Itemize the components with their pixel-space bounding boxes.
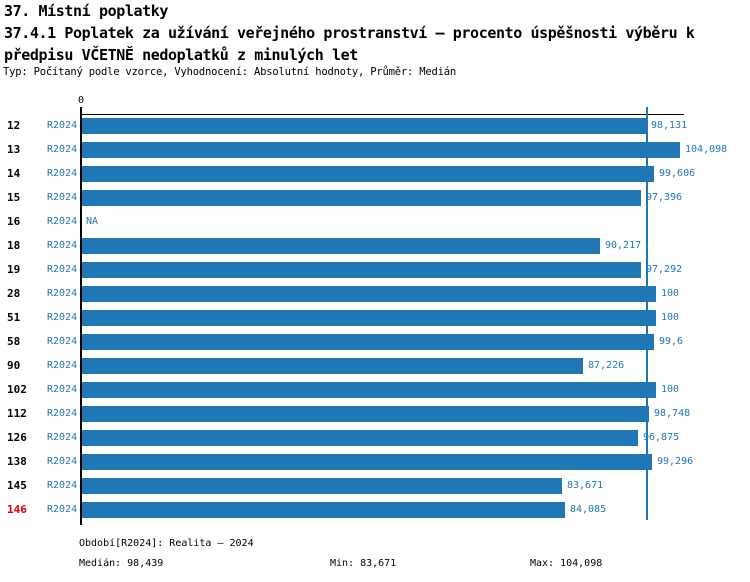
footer-median: Medián: 98,439 xyxy=(79,558,164,569)
row-category-label: 112 xyxy=(7,406,27,420)
bar-value-label: 99,296 xyxy=(657,455,694,467)
row-series-label: R2024 xyxy=(47,287,78,299)
bar xyxy=(82,477,562,494)
row-category-label: 16 xyxy=(7,214,21,228)
row-category-label: 12 xyxy=(7,119,21,132)
bar-value-label: 99,606 xyxy=(659,167,696,179)
footer-min: Min: 83,671 xyxy=(330,558,397,569)
bar-value-label: 104,098 xyxy=(685,143,728,155)
row-category-label: 28 xyxy=(7,286,21,300)
bar-value-label: 96,875 xyxy=(643,431,680,443)
row-series-label: R2024 xyxy=(47,359,78,371)
bar-value-label: 90,217 xyxy=(605,239,642,251)
bar xyxy=(82,141,680,158)
bar-value-label: 87,226 xyxy=(588,359,625,371)
bar xyxy=(82,429,638,446)
bar-value-label: 97,396 xyxy=(646,191,683,203)
row-series-label: R2024 xyxy=(47,143,78,155)
bar xyxy=(82,309,656,326)
row-series-label: R2024 xyxy=(47,407,78,419)
row-series-label: R2024 xyxy=(47,239,78,251)
row-category-label: 145 xyxy=(7,478,27,492)
bar xyxy=(82,381,656,398)
y-axis-line xyxy=(80,107,82,525)
bar-value-label: 100 xyxy=(661,383,680,395)
row-category-label: 13 xyxy=(7,142,21,156)
row-category-label: 18 xyxy=(7,238,21,252)
row-series-label: R2024 xyxy=(47,120,78,131)
bar-value-label: 83,671 xyxy=(567,479,604,491)
bar xyxy=(82,285,656,302)
bar xyxy=(82,261,641,278)
row-category-label: 15 xyxy=(7,190,21,204)
row-series-label: R2024 xyxy=(47,335,78,347)
bar xyxy=(82,118,646,134)
chart-title-line2: předpisu VČETNĚ nedoplatků z minulých le… xyxy=(4,46,358,64)
footer-period: Období[R2024]: Realita – 2024 xyxy=(79,538,254,549)
row-category-label: 58 xyxy=(7,334,21,348)
bar-value-label: 84,085 xyxy=(570,503,607,515)
row-category-label: 138 xyxy=(7,454,27,468)
bar-value-label: 100 xyxy=(661,287,680,299)
row-category-label: 90 xyxy=(7,358,21,372)
row-series-label: R2024 xyxy=(47,479,78,491)
row-series-label: R2024 xyxy=(47,191,78,203)
x-axis-top-line xyxy=(81,114,684,116)
bar xyxy=(82,165,654,182)
bar xyxy=(82,501,565,518)
row-series-label: R2024 xyxy=(47,383,78,395)
row-category-label: 14 xyxy=(7,166,21,180)
bar-value-label: 97,292 xyxy=(646,263,683,275)
footer-max: Max: 104,098 xyxy=(530,558,603,569)
bar-value-label: 98,748 xyxy=(654,407,691,419)
bar xyxy=(82,357,583,374)
bar xyxy=(82,333,654,350)
bar xyxy=(82,237,600,254)
row-series-label: R2024 xyxy=(47,167,78,179)
row-category-label: 102 xyxy=(7,382,27,396)
bar xyxy=(82,189,641,206)
x-axis-zero-tick-label: 0 xyxy=(77,95,85,106)
bar-value-label: 100 xyxy=(661,311,680,323)
row-category-label: 146 xyxy=(7,502,27,516)
row-series-label: R2024 xyxy=(47,215,78,227)
bar xyxy=(82,453,652,470)
row-series-label: R2024 xyxy=(47,431,78,443)
row-series-label: R2024 xyxy=(47,455,78,467)
row-series-label: R2024 xyxy=(47,503,78,515)
row-category-label: 126 xyxy=(7,430,27,444)
chart-title-line1: 37.4.1 Poplatek za užívání veřejného pro… xyxy=(4,24,695,42)
bar xyxy=(82,405,649,422)
bar-value-label: 99,6 xyxy=(659,335,684,347)
row-category-label: 19 xyxy=(7,262,21,276)
chart-subtitle: Typ: Počítaný podle vzorce, Vyhodnocení:… xyxy=(3,66,456,78)
na-value-label: NA xyxy=(86,215,99,227)
bar-value-label: 98,131 xyxy=(651,120,688,131)
row-category-label: 51 xyxy=(7,310,21,324)
row-series-label: R2024 xyxy=(47,311,78,323)
row-series-label: R2024 xyxy=(47,263,78,275)
page-title: 37. Místní poplatky xyxy=(4,2,168,20)
